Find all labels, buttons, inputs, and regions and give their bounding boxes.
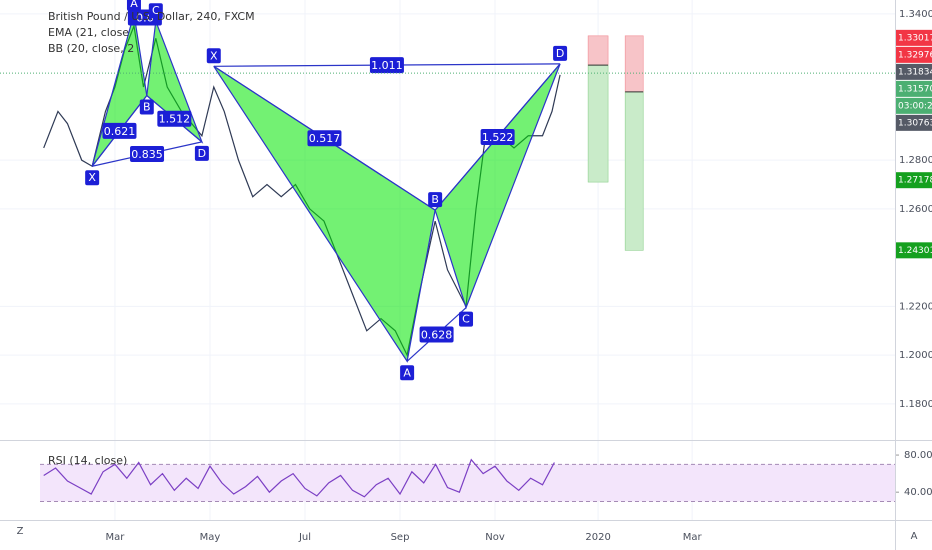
- ratio-label: 0.628: [421, 328, 453, 341]
- point-box: [553, 45, 568, 61]
- stop-zone: [587, 35, 609, 66]
- price-label-box: [896, 46, 932, 63]
- point-box: [459, 311, 474, 327]
- x-tick-label: Nov: [485, 532, 505, 543]
- legend-text: EMA (21, close: [48, 26, 129, 39]
- x-tick-label: Jul: [298, 532, 311, 543]
- y-tick-label: 40.00: [904, 487, 932, 498]
- y-tick-label: 1.34000: [899, 9, 932, 20]
- x-tick-label: Mar: [106, 532, 126, 543]
- point-box: [148, 3, 163, 19]
- target-zone: [624, 91, 644, 251]
- y-tick-label: 80.00: [904, 450, 932, 461]
- point-box: [400, 365, 415, 381]
- point-label: C: [462, 313, 470, 326]
- point-label: C: [152, 4, 160, 17]
- x-tick-label: Mar: [683, 532, 703, 543]
- price-label-box: [896, 172, 932, 189]
- price-label-box: [896, 242, 932, 259]
- point-label: D: [556, 47, 564, 60]
- stop-zone: [624, 35, 644, 93]
- price-label-box: [896, 114, 932, 131]
- legend-text: British Pound / U.S. Dollar, 240, FXCM: [48, 10, 255, 23]
- price-label: 1.24301: [898, 246, 932, 256]
- countdown: 03:00:24: [898, 101, 932, 111]
- point-label: B: [431, 193, 439, 206]
- ratio-box: [369, 57, 404, 74]
- y-tick-label: 1.26000: [899, 204, 932, 215]
- y-tick-label: 1.22000: [899, 301, 932, 312]
- x-tick-label: 2020: [585, 532, 610, 543]
- ratio-box: [419, 326, 454, 343]
- price-label-box: [896, 29, 932, 46]
- ratio-label: 1.011: [371, 59, 403, 72]
- corner-button[interactable]: A: [911, 531, 918, 542]
- point-box: [126, 0, 141, 11]
- ratio-box: [157, 110, 192, 127]
- price-label: 1.33017: [898, 33, 932, 43]
- y-tick-label: 1.18000: [899, 399, 932, 410]
- x-tick-label: May: [200, 532, 221, 543]
- corner-button[interactable]: Z: [17, 526, 24, 537]
- y-tick-label: 1.20000: [899, 350, 932, 361]
- rsi-title: RSI (14, close): [48, 454, 127, 467]
- point-label: A: [130, 0, 138, 10]
- price-label: 1.32976: [898, 50, 932, 60]
- point-label: D: [198, 147, 206, 160]
- ratio-label: 0.517: [309, 132, 341, 145]
- price-label: 1.31570: [898, 84, 932, 94]
- y-tick-label: 1.28000: [899, 155, 932, 166]
- legend-text: BB (20, close, 2: [48, 42, 134, 55]
- ratio-box: [102, 122, 137, 139]
- target-zone: [587, 64, 609, 183]
- ratio-label: 0.621: [104, 125, 136, 138]
- main-pane: 0.6210.61.5120.835XABCD0.5170.6281.5221.…: [0, 0, 895, 381]
- ratio-box: [480, 128, 515, 145]
- countdown-box: [896, 97, 932, 114]
- ratio-box: [307, 130, 342, 147]
- point-box: [428, 192, 443, 208]
- ratio-label: 1.512: [159, 113, 191, 126]
- price-label-box: [896, 63, 932, 80]
- ratio-label: 0.835: [131, 148, 163, 161]
- price-label: 1.30763: [898, 118, 932, 128]
- point-label: A: [403, 366, 411, 379]
- price-label: 1.31834: [898, 67, 932, 77]
- x-tick-label: Sep: [391, 532, 410, 543]
- point-label: X: [210, 49, 218, 62]
- point-box: [85, 170, 100, 186]
- ratio-box: [130, 146, 165, 163]
- point-box: [194, 145, 209, 161]
- rsi-line: [43, 458, 555, 498]
- price-label: 1.27178: [898, 176, 932, 186]
- point-label: X: [88, 171, 96, 184]
- point-box: [206, 48, 221, 64]
- rsi-pane: RSI (14, close): [40, 454, 899, 502]
- price-label-box: [896, 80, 932, 97]
- ratio-label: 1.522: [482, 131, 514, 144]
- point-label: B: [143, 101, 151, 114]
- point-box: [139, 99, 154, 115]
